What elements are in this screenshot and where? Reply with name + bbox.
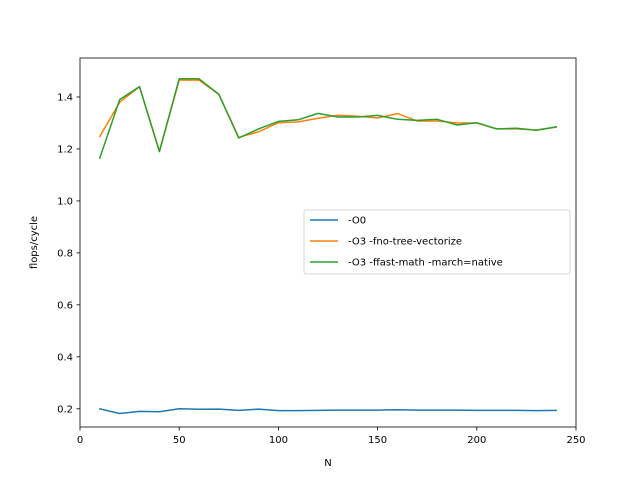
series-line-3 (98, 78, 558, 159)
ticks-layer: 0 50 100 150 200 250 0.2 0.4 0.6 0.8 1.0 1.2 1.4 (57, 92, 585, 446)
plot-area-frame (79, 57, 577, 428)
legend: -O0 -O3 -fno-tree-vectorize -O3 -ffast-mat… (303, 209, 571, 275)
legend-label: -O3 -ffast-math -march=native (348, 258, 503, 269)
y-tick-label: 1.2 (57, 144, 73, 155)
y-axis-label: flops/cycle (29, 216, 40, 269)
y-tick-label: 0.8 (57, 248, 73, 259)
y-tick-label: 0.4 (57, 352, 73, 363)
x-tick-label: 0 (77, 435, 83, 446)
y-tick-label: 0.2 (57, 404, 73, 415)
x-axis-label: N (324, 458, 331, 469)
y-tick-label: 0.6 (57, 300, 73, 311)
legend-label: -O0 (348, 216, 366, 227)
x-tick-label: 150 (368, 435, 387, 446)
series-line-1 (98, 407, 557, 415)
x-tick-label: 200 (467, 435, 486, 446)
y-tick-label: 1.4 (57, 92, 73, 103)
y-tick-label: 1.0 (57, 196, 73, 207)
x-tick-label: 100 (269, 435, 288, 446)
legend-box (303, 209, 571, 275)
x-tick-label: 50 (173, 435, 186, 446)
series-layer (98, 78, 558, 415)
x-tick-label: 250 (566, 435, 585, 446)
legend-label: -O3 -fno-tree-vectorize (348, 237, 462, 248)
